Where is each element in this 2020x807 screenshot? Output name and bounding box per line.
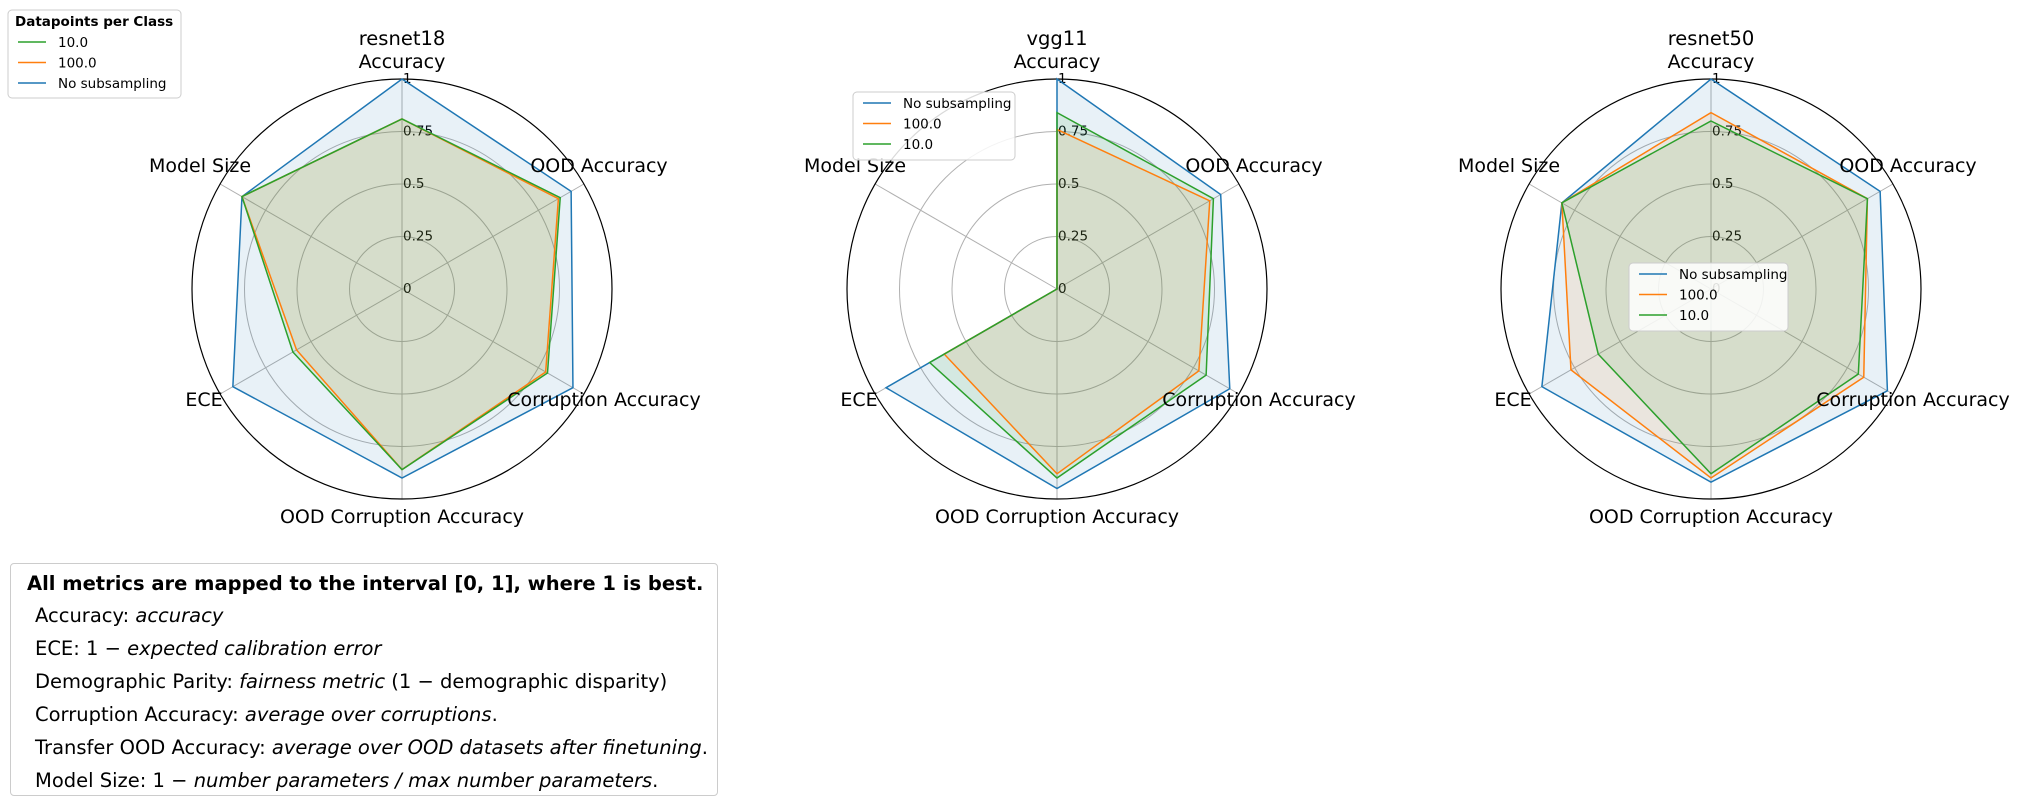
grid-spoke: [219, 288, 403, 395]
axis-label-ece: ECE: [840, 389, 877, 411]
radial-tick-label: 0.25: [1058, 229, 1088, 245]
notes-line-label: Demographic Parity:: [35, 670, 240, 693]
legend: Datapoints per Class 10.0 100.0 No subsampl…: [7, 9, 182, 99]
legend-entry-no-subsampling: No subsampling: [903, 96, 1011, 112]
notes-line-desc: number parameters / max number parameter…: [193, 769, 653, 792]
series-line-10-0: [1561, 120, 1869, 475]
radial-tick-label: 0.25: [1712, 229, 1742, 245]
grid-spoke: [1056, 183, 1240, 290]
axis-label-accuracy: Accuracy: [359, 51, 446, 73]
axis-label-ood-corruption-accuracy: OOD Corruption Accuracy: [1589, 506, 1833, 528]
axis-label-accuracy: Accuracy: [1668, 51, 1755, 73]
radial-tick-label: 0.5: [1058, 176, 1079, 192]
radial-tick-label: 0.75: [403, 124, 433, 140]
legend-entry-100-0: 100.0: [1679, 288, 1718, 304]
notes-line-desc: average over corruptions: [244, 703, 492, 726]
notes-line-desc: average over OOD datasets after finetuni…: [271, 736, 702, 759]
series-line-10-0: [928, 111, 1215, 479]
notes-line-tail: (1 − demographic disparity): [385, 670, 668, 693]
series-line-10-0: [241, 118, 562, 471]
axis-label-corruption-accuracy: Corruption Accuracy: [1816, 389, 2009, 411]
metrics-notes-box: All metrics are mapped to the interval […: [10, 563, 718, 796]
grid-spoke: [401, 288, 585, 395]
legend-entry-10-0: 10.0: [903, 137, 933, 153]
legend-entry-100-0: 100.0: [903, 117, 942, 133]
axis-label-model-size: Model Size: [1458, 155, 1560, 177]
radial-tick-label: 0.5: [1712, 176, 1733, 192]
axis-label-corruption-accuracy: Corruption Accuracy: [507, 389, 700, 411]
legend-entry-no-subsampling: No subsampling: [1679, 267, 1787, 283]
legend-frame: [1628, 262, 1789, 332]
axis-label-accuracy: Accuracy: [1014, 51, 1101, 73]
axis-label-ece: ECE: [1494, 389, 1531, 411]
axis-label-ood-accuracy: OOD Accuracy: [1839, 155, 1976, 177]
notes-heading: All metrics are mapped to the interval […: [27, 572, 704, 595]
grid-spoke: [401, 183, 585, 290]
axis-label-ood-corruption-accuracy: OOD Corruption Accuracy: [280, 506, 524, 528]
radial-tick-label: 0.5: [403, 176, 424, 192]
series-fill-100-0: [944, 129, 1210, 474]
legend-frame: [7, 9, 182, 99]
legend-entry-10-0: 10.0: [58, 35, 88, 51]
grid-spoke: [874, 183, 1058, 290]
axis-label-corruption-accuracy: Corruption Accuracy: [1162, 389, 1355, 411]
radial-tick-label: 0.25: [403, 229, 433, 245]
chart-title: resnet18: [359, 27, 446, 50]
legend-entry-no-subsampling: No subsampling: [58, 76, 166, 92]
radial-tick-label: 0.75: [1712, 124, 1742, 140]
series-fill-no-subsampling: [886, 79, 1230, 489]
legend-entry-100-0: 100.0: [58, 56, 97, 72]
notes-line-accuracy: Accuracy: accuracy: [35, 604, 223, 627]
notes-line-transfer-ood-accuracy: Transfer OOD Accuracy: average over OOD …: [35, 736, 708, 759]
axis-label-ece: ECE: [185, 389, 222, 411]
radial-tick-label: 1: [403, 71, 412, 87]
radial-tick-label: 1: [1058, 71, 1067, 87]
notes-line-tail: .: [491, 703, 498, 726]
notes-line-desc: fairness metric: [239, 670, 386, 693]
notes-line-model-size: Model Size: 1 − number parameters / max …: [35, 769, 658, 792]
legend-frame: [852, 91, 1016, 161]
notes-line-demographic-parity: Demographic Parity: fairness metric (1 −…: [35, 670, 667, 693]
notes-line-ece: ECE: 1 − expected calibration error: [35, 637, 381, 660]
notes-line-label: Accuracy:: [35, 604, 136, 627]
grid-spoke: [219, 183, 403, 290]
notes-line-corruption-accuracy: Corruption Accuracy: average over corrup…: [35, 703, 498, 726]
notes-line-desc: accuracy: [135, 604, 224, 627]
notes-line-label: Corruption Accuracy:: [35, 703, 245, 726]
notes-line-tail: .: [652, 769, 659, 792]
legend-title: Datapoints per Class: [15, 14, 173, 30]
notes-line-desc: expected calibration error: [127, 637, 382, 660]
chart-title: resnet50: [1668, 27, 1755, 50]
legend: No subsampling 100.0 10.0: [852, 91, 1016, 161]
legend-entry-10-0: 10.0: [1679, 308, 1709, 324]
grid-spoke: [1056, 288, 1240, 395]
series-fill-100-0: [241, 118, 559, 470]
radial-tick-label: 0: [403, 281, 412, 297]
notes-line-label: Transfer OOD Accuracy:: [35, 736, 272, 759]
axis-label-model-size: Model Size: [149, 155, 251, 177]
axis-label-ood-accuracy: OOD Accuracy: [1185, 155, 1322, 177]
notes-line-label: Model Size: 1 −: [35, 769, 194, 792]
axis-label-ood-corruption-accuracy: OOD Corruption Accuracy: [935, 506, 1179, 528]
radial-tick-label: 1: [1712, 71, 1721, 87]
legend: No subsampling 100.0 10.0: [1628, 262, 1789, 332]
axis-label-ood-accuracy: OOD Accuracy: [530, 155, 667, 177]
notes-line-label: ECE: 1 −: [35, 637, 128, 660]
radial-tick-label: 0.75: [1058, 124, 1088, 140]
chart-title: vgg11: [1026, 27, 1087, 50]
radial-tick-label: 0: [1058, 281, 1067, 297]
notes-line-tail: .: [701, 736, 708, 759]
series-fill-10-0: [929, 112, 1214, 478]
